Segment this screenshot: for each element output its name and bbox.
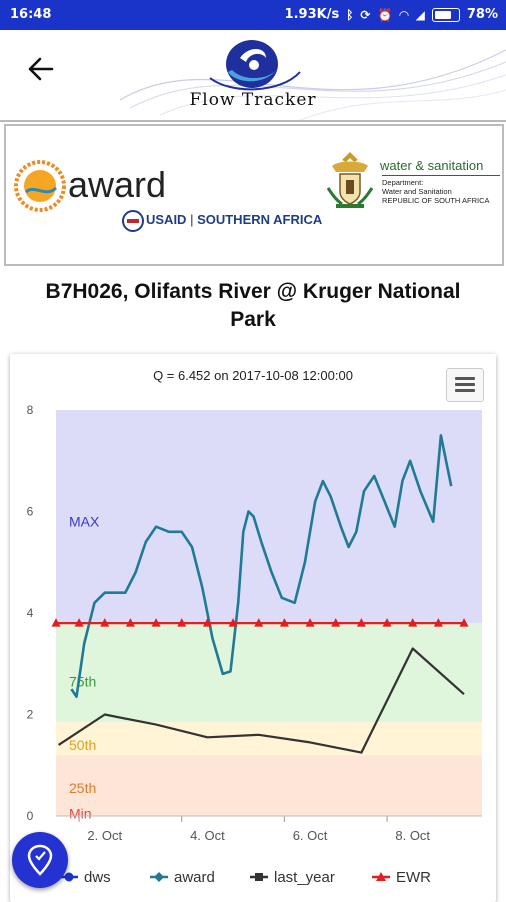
sponsor-banner: award USAID | SOUTHERN AFRICA water & sa… — [4, 124, 504, 266]
series-ewr-point — [74, 618, 84, 627]
status-icons: 1.93K/s ᛒ ⟳ ⏰ ◠ ◢ 78% — [285, 7, 498, 22]
hamburger-menu-icon-bar — [455, 389, 475, 392]
band-50th — [56, 722, 482, 756]
award-logo-text: award — [68, 164, 167, 205]
alarm-icon: ⏰ — [377, 7, 393, 22]
usaid-region-text: SOUTHERN AFRICA — [197, 212, 323, 227]
series-ewr-point — [177, 618, 187, 627]
usaid-logo: USAID | SOUTHERN AFRICA — [146, 212, 323, 227]
band-min — [56, 813, 482, 816]
map-pin-icon — [27, 844, 53, 876]
legend-label-EWR: EWR — [396, 869, 431, 886]
hamburger-menu-icon — [455, 377, 475, 380]
series-ewr-point — [151, 618, 161, 627]
y-tick-label: 2 — [27, 708, 34, 722]
usaid-text: USAID — [146, 212, 187, 227]
battery-icon — [431, 7, 460, 22]
flow-chart[interactable]: Min 25th 50th 75th MAX 0 2 4 6 8 2. Oct 4. Oct 6. Oc… — [10, 354, 496, 902]
award-sun-logo-icon — [14, 160, 66, 212]
band-label-50th: 50th — [69, 737, 96, 753]
series-ewr-point — [279, 618, 289, 627]
series-ewr-point — [254, 618, 264, 627]
ws-title: water & sanitation — [380, 158, 484, 173]
water-drop-logo-icon — [209, 40, 301, 91]
sync-icon: ⟳ — [360, 7, 371, 22]
series-ewr-point — [433, 618, 443, 627]
wifi-icon: ◠ — [399, 7, 409, 22]
series-ewr-point — [408, 618, 418, 627]
band-label-max: MAX — [69, 514, 100, 530]
legend-label-last_year: last_year — [274, 869, 335, 886]
chart-menu-button[interactable] — [446, 368, 484, 402]
chart-title: Q = 6.452 on 2017-10-08 12:00:00 — [153, 368, 353, 383]
series-ewr-point — [202, 618, 212, 627]
y-tick-label: 6 — [27, 505, 34, 519]
series-ewr-point — [356, 618, 366, 627]
ws-line3: REPUBLIC OF SOUTH AFRICA — [382, 196, 490, 205]
status-time: 16:48 — [10, 7, 52, 22]
legend-marker-last_year — [255, 873, 263, 881]
band-25th — [56, 755, 482, 814]
battery-level: 78% — [466, 7, 498, 22]
series-ewr-point — [125, 618, 135, 627]
sa-coat-of-arms-icon — [326, 152, 374, 208]
ws-divider — [382, 175, 500, 176]
series-award-line — [70, 434, 453, 699]
chart-card: Q = 6.452 on 2017-10-08 12:00:00 Min 25th… — [10, 354, 496, 902]
series-ewr-point — [382, 618, 392, 627]
usaid-seal-icon — [122, 210, 144, 232]
ws-subtitle: Department: Water and Sanitation REPUBLI… — [382, 178, 490, 205]
legend-label-award: award — [174, 869, 215, 886]
y-tick-label: 4 — [27, 606, 34, 620]
legend-marker-EWR — [376, 872, 386, 881]
bluetooth-icon: ᛒ — [346, 7, 354, 22]
app-logo-text: Flow Tracker — [189, 90, 317, 110]
band-label-min: Min — [69, 805, 92, 821]
status-bar: 16:48 1.93K/s ᛒ ⟳ ⏰ ◠ ◢ 78% — [0, 0, 506, 30]
station-title: B7H026, Olifants River @ Kruger National… — [45, 280, 461, 331]
series-last_year-line — [57, 647, 465, 754]
series-ewr-point — [331, 618, 341, 627]
y-tick-label: 8 — [27, 403, 34, 417]
x-tick-label: 4. Oct — [190, 828, 225, 843]
series-ewr-point — [228, 618, 238, 627]
ws-line2: Water and Sanitation — [382, 187, 452, 196]
series-ewr-point — [459, 618, 469, 627]
back-button[interactable] — [24, 52, 58, 86]
series-ewr-point — [51, 618, 61, 627]
header-divider — [0, 120, 506, 122]
band-label-25th: 25th — [69, 780, 96, 796]
band-75th — [56, 623, 482, 723]
header-wave-decoration — [119, 49, 506, 120]
app-logo: Flow Tracker — [170, 30, 340, 120]
series-ewr-point — [305, 618, 315, 627]
band-label-75th: 75th — [69, 674, 96, 690]
ws-line1: Department: — [382, 178, 424, 187]
location-fab-button[interactable] — [12, 832, 68, 888]
x-tick-label: 6. Oct — [293, 828, 328, 843]
hamburger-menu-icon-bar — [455, 383, 475, 386]
x-tick-label: 8. Oct — [395, 828, 430, 843]
signal-icon: ◢ — [415, 7, 425, 22]
band-max — [56, 410, 482, 624]
legend-label-dws: dws — [84, 869, 111, 886]
app-bar: Flow Tracker — [0, 30, 506, 120]
network-speed: 1.93K/s — [284, 7, 340, 22]
legend-marker-award — [154, 872, 164, 882]
series-ewr-point — [100, 618, 110, 627]
arrow-left-icon — [28, 57, 54, 81]
y-tick-label: 0 — [27, 809, 34, 823]
legend-marker-dws — [64, 872, 74, 882]
x-tick-label: 2. Oct — [87, 828, 122, 843]
